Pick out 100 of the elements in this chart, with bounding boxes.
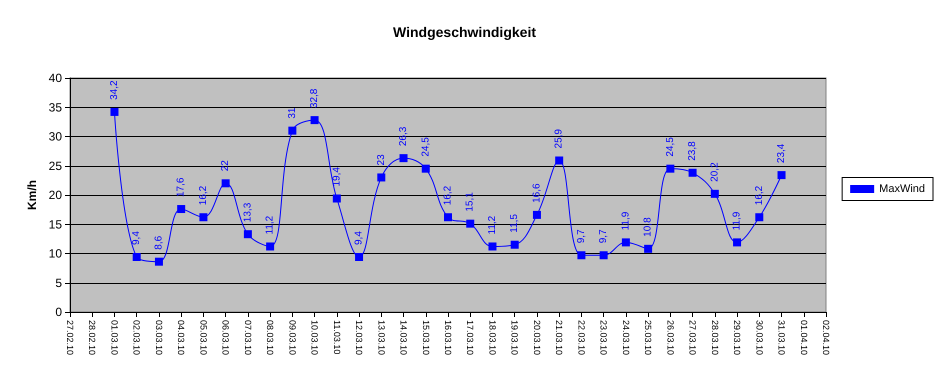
point xyxy=(288,126,296,135)
point xyxy=(532,210,541,219)
point xyxy=(422,164,430,173)
data-label: 19,4 xyxy=(331,166,342,187)
data-label: 11,2 xyxy=(264,215,276,234)
x-tick-label: 28.03.10 xyxy=(710,320,720,356)
point xyxy=(510,240,519,249)
data-label: 9,7 xyxy=(598,228,610,244)
data-label: 23,4 xyxy=(776,143,788,164)
point xyxy=(710,190,719,198)
data-label: 24,5 xyxy=(420,136,432,157)
x-tick-label: 17.03.10 xyxy=(465,320,476,356)
data-label: 10,8 xyxy=(642,216,654,237)
data-label: 8,6 xyxy=(153,235,164,250)
data-label: 16,6 xyxy=(531,182,542,203)
x-tick-label: 18.03.10 xyxy=(487,320,498,356)
y-tick-label: 30 xyxy=(48,130,62,144)
point xyxy=(222,179,230,188)
point xyxy=(400,154,408,162)
x-tick-label: 04.03.10 xyxy=(176,320,186,356)
data-label: 25,9 xyxy=(554,128,565,148)
data-label: 11,9 xyxy=(732,211,743,230)
x-tick-label: 28.02.10 xyxy=(87,320,98,356)
data-label: 9,4 xyxy=(354,230,365,246)
point xyxy=(444,213,452,222)
data-label: 20,2 xyxy=(709,162,720,182)
x-tick-label: 21.03.10 xyxy=(554,320,564,356)
x-tick-label: 30.03.10 xyxy=(754,320,764,356)
point xyxy=(110,108,118,116)
x-tick-label: 14.03.10 xyxy=(398,320,409,356)
data-label: 31 xyxy=(286,107,298,119)
point xyxy=(666,164,674,173)
data-label: 11,9 xyxy=(620,211,632,230)
point xyxy=(377,173,386,182)
y-tick-label: 40 xyxy=(48,71,62,85)
x-tick-label: 03.03.10 xyxy=(154,320,164,356)
point xyxy=(310,116,319,124)
x-tick-label: 23.03.10 xyxy=(598,320,609,356)
point xyxy=(577,251,586,260)
x-tick-label: 01.04.10 xyxy=(798,320,809,356)
point xyxy=(555,156,564,164)
point xyxy=(266,242,274,250)
x-tick-label: 09.03.10 xyxy=(287,320,298,356)
legend-label: MaxWind xyxy=(879,183,925,195)
data-label: 16,2 xyxy=(754,185,765,206)
y-axis-title: Km/h xyxy=(24,180,39,210)
x-tick-label: 29.03.10 xyxy=(732,320,742,356)
data-label: 22 xyxy=(220,160,232,172)
x-tick-label: 20.03.10 xyxy=(532,320,542,356)
data-label: 11,5 xyxy=(509,214,520,233)
x-tick-label: 01.03.10 xyxy=(109,320,120,356)
point xyxy=(244,230,252,238)
data-label: 17,6 xyxy=(176,177,187,198)
x-tick-label: 06.03.10 xyxy=(220,320,231,356)
y-tick-label: 10 xyxy=(48,246,62,260)
data-label: 15,1 xyxy=(464,192,476,212)
x-tick-label: 24.03.10 xyxy=(620,320,631,356)
y-tick-label: 25 xyxy=(48,158,62,173)
data-label: 26,3 xyxy=(398,126,410,146)
data-label: 24,5 xyxy=(664,136,676,157)
data-label: 9,7 xyxy=(576,228,587,244)
data-label: 32,8 xyxy=(309,88,320,108)
x-tick-label: 22.03.10 xyxy=(576,320,586,356)
data-label: 13,3 xyxy=(242,202,254,222)
x-tick-label: 26.03.10 xyxy=(665,320,676,356)
point xyxy=(733,238,742,246)
x-tick-label: 15.03.10 xyxy=(420,320,431,356)
point xyxy=(622,238,630,246)
y-tick-label: 35 xyxy=(48,100,62,114)
data-label: 34,2 xyxy=(108,80,120,100)
x-tick-label: 08.03.10 xyxy=(265,320,276,356)
x-tick-label: 27.03.10 xyxy=(688,320,698,356)
chart-title: Windgeschwindigkeit xyxy=(393,24,536,40)
x-tick-label: 27.02.10 xyxy=(65,320,75,356)
point xyxy=(177,205,186,214)
x-tick-label: 10.03.10 xyxy=(310,320,320,356)
y-tick-label: 15 xyxy=(48,217,62,232)
x-tick-label: 13.03.10 xyxy=(376,320,386,356)
point xyxy=(154,258,163,266)
data-label: 11,2 xyxy=(486,215,498,234)
x-tick-label: 02.03.10 xyxy=(132,320,142,356)
point xyxy=(332,194,341,203)
x-tick-label: 11.03.10 xyxy=(332,320,342,354)
x-tick-label: 25.03.10 xyxy=(643,320,654,356)
point xyxy=(355,253,364,262)
y-tick-label: 0 xyxy=(55,305,62,319)
point xyxy=(488,242,496,250)
point xyxy=(466,220,474,228)
x-tick-label: 12.03.10 xyxy=(354,320,364,356)
x-tick-label: 07.03.10 xyxy=(242,320,253,356)
point xyxy=(688,168,697,177)
data-label: 23,8 xyxy=(687,140,698,161)
x-tick-label: 02.04.10 xyxy=(821,320,831,356)
y-tick-label: 20 xyxy=(48,188,62,202)
data-label: 9,4 xyxy=(131,230,142,246)
y-tick-label: 5 xyxy=(55,276,62,290)
point xyxy=(755,213,764,222)
point xyxy=(644,244,652,253)
data-label: 16,2 xyxy=(442,185,454,206)
data-label: 16,2 xyxy=(198,185,209,206)
